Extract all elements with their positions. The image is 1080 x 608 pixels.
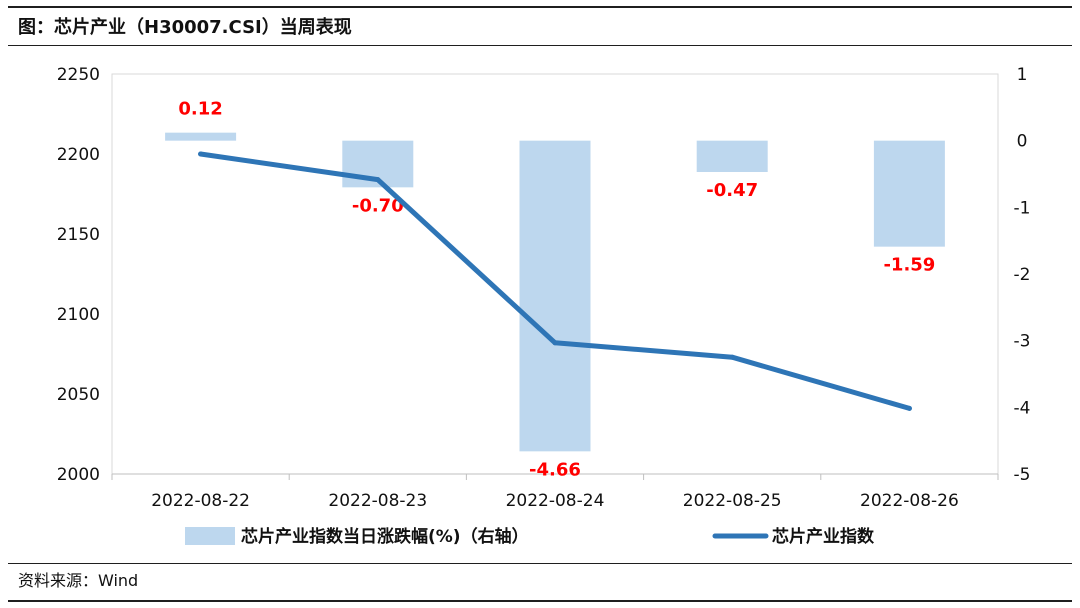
- right-axis-ticks: -5 -4 -3 -2 -1 0 1: [1014, 65, 1031, 485]
- right-axis-tick-label: -2: [1014, 265, 1031, 285]
- left-axis-ticks: 2000 2050 2100 2150 2200 2250: [57, 65, 100, 485]
- line-point: [729, 354, 735, 360]
- legend-line-label: 芯片产业指数: [772, 526, 875, 547]
- line-point: [375, 177, 381, 183]
- x-axis-tick-label: 2022-08-26: [860, 491, 959, 511]
- bar-data-labels: 0.12 -0.70 -4.66 -0.47 -1.59: [178, 99, 935, 481]
- bar-data-label: -0.47: [706, 180, 758, 201]
- x-axis-ticks: 2022-08-22 2022-08-23 2022-08-24 2022-08-25…: [151, 491, 959, 511]
- end-rule: [8, 600, 1072, 602]
- legend-bar-swatch: [185, 527, 235, 545]
- source-note: 资料来源：Wind: [18, 571, 139, 590]
- bar: [519, 140, 591, 452]
- top-rule: [8, 6, 1072, 8]
- x-axis-tick-label: 2022-08-22: [151, 491, 250, 511]
- left-axis-tick-label: 2200: [57, 145, 100, 165]
- left-axis-tick-label: 2000: [57, 465, 100, 485]
- bar: [873, 140, 945, 247]
- legend-bar-label: 芯片产业指数当日涨跌幅(%)（右轴）: [241, 526, 529, 547]
- bar-data-label: -0.70: [352, 195, 404, 216]
- left-axis-tick-label: 2250: [57, 65, 100, 85]
- bar: [696, 140, 768, 172]
- plot-frame: [111, 73, 999, 480]
- left-axis-tick-label: 2150: [57, 225, 100, 245]
- line-series: [198, 151, 912, 411]
- right-axis-tick-label: -1: [1014, 198, 1031, 218]
- left-axis-tick-label: 2050: [57, 385, 100, 405]
- line-point: [906, 405, 912, 411]
- line-point: [198, 151, 204, 157]
- title-rule: [8, 45, 1072, 46]
- right-axis-tick-label: 1: [1017, 65, 1028, 85]
- left-axis-tick-label: 2100: [57, 305, 100, 325]
- x-axis-tick-label: 2022-08-24: [506, 491, 605, 511]
- right-axis-tick-label: 0: [1017, 132, 1028, 152]
- right-axis-tick-label: -3: [1014, 332, 1031, 352]
- bar-data-label: -1.59: [883, 255, 935, 276]
- bar: [165, 132, 237, 141]
- bar-series: [165, 132, 945, 452]
- bottom-rule: [8, 563, 1072, 564]
- x-axis-tick-label: 2022-08-23: [328, 491, 427, 511]
- x-axis-tick-label: 2022-08-25: [683, 491, 782, 511]
- legend: 芯片产业指数当日涨跌幅(%)（右轴） 芯片产业指数: [185, 526, 875, 547]
- right-axis-tick-label: -4: [1014, 398, 1031, 418]
- bar-data-label: -4.66: [529, 459, 581, 480]
- right-axis-tick-label: -5: [1014, 465, 1031, 485]
- bar-data-label: 0.12: [178, 99, 222, 120]
- line-point: [552, 340, 558, 346]
- chart-title: 图：芯片产业（H30007.CSI）当周表现: [18, 17, 352, 38]
